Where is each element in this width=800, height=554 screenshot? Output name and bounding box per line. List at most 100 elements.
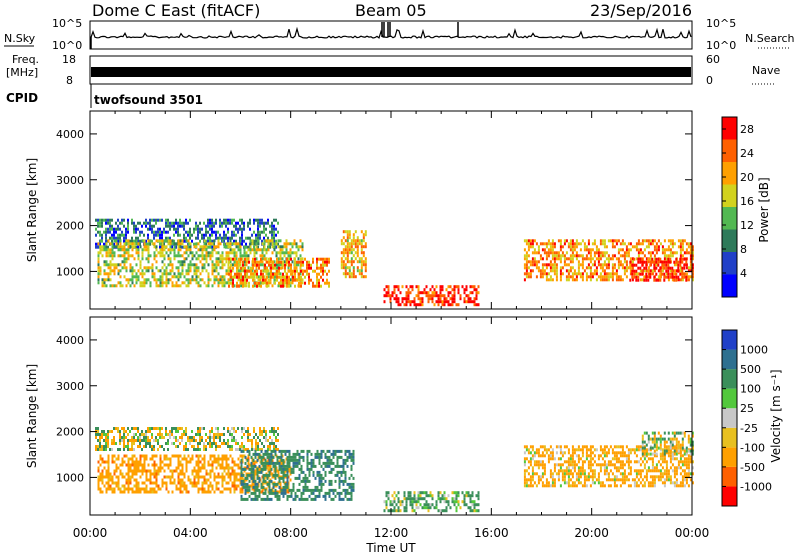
heatmap-cell xyxy=(567,457,570,461)
heatmap-cell xyxy=(177,457,180,461)
heatmap-cell xyxy=(248,473,251,477)
heatmap-cell xyxy=(189,269,192,273)
heatmap-cell xyxy=(201,490,204,494)
heatmap-cell xyxy=(171,433,173,436)
heatmap-cell xyxy=(107,251,110,255)
heatmap-cell xyxy=(645,272,648,276)
heatmap-cell xyxy=(183,239,185,243)
heatmap-cell xyxy=(587,248,590,252)
heatmap-cell xyxy=(659,269,662,273)
heatmap-cell xyxy=(581,257,584,261)
heatmap-cell xyxy=(631,245,634,249)
heatmap-cell xyxy=(294,458,297,462)
heatmap-cell xyxy=(605,266,608,270)
heatmap-cell xyxy=(362,251,365,255)
heatmap-cell xyxy=(151,218,153,222)
heatmap-cell xyxy=(215,457,218,461)
heatmap-cell xyxy=(97,224,99,228)
heatmap-cell xyxy=(322,461,325,465)
heatmap-cell xyxy=(277,245,280,249)
heatmap-cell xyxy=(131,475,134,479)
heatmap-cell xyxy=(553,463,556,467)
heatmap-cell xyxy=(250,275,252,279)
heatmap-cell xyxy=(199,254,202,258)
heatmap-cell xyxy=(227,251,230,255)
heatmap-cell xyxy=(579,263,582,267)
heatmap-cell xyxy=(423,506,426,510)
heatmap-cell xyxy=(301,245,304,249)
heatmap-cell xyxy=(270,266,272,270)
heatmap-cell xyxy=(260,284,262,288)
heatmap-cell xyxy=(354,230,357,234)
heatmap-cell xyxy=(306,461,309,465)
heatmap-cell xyxy=(177,478,180,482)
heatmap-cell xyxy=(253,284,256,288)
heatmap-cell xyxy=(157,472,160,476)
heatmap-cell xyxy=(667,266,670,270)
heatmap-cell xyxy=(356,242,359,246)
heatmap-cell xyxy=(330,482,333,486)
heatmap-cell xyxy=(225,487,228,491)
heatmap-cell xyxy=(189,436,191,439)
heatmap-cell xyxy=(219,233,221,237)
heatmap-cell xyxy=(571,260,574,264)
heatmap-cell xyxy=(559,266,562,270)
heatmap-cell xyxy=(137,275,140,279)
heatmap-cell xyxy=(330,461,333,465)
heatmap-cell xyxy=(247,245,249,249)
heatmap-cell xyxy=(203,490,206,494)
heatmap-cell xyxy=(527,272,530,276)
heatmap-cell xyxy=(673,278,676,282)
heatmap-cell xyxy=(595,248,598,252)
heatmap-cell xyxy=(115,266,118,270)
heatmap-cell xyxy=(167,281,170,285)
heatmap-cell xyxy=(252,260,254,264)
heatmap-cell xyxy=(161,427,163,430)
heatmap-cell xyxy=(403,509,406,513)
heatmap-cell xyxy=(344,245,347,249)
heatmap-cell xyxy=(573,448,576,452)
heatmap-cell xyxy=(427,506,430,510)
heatmap-cell xyxy=(667,275,670,279)
heatmap-cell xyxy=(437,491,440,495)
heatmap-cell xyxy=(101,457,104,461)
heatmap-cell xyxy=(251,448,253,451)
heatmap-cell xyxy=(283,251,286,255)
heatmap-cell xyxy=(161,460,164,464)
heatmap-cell xyxy=(137,430,139,433)
heatmap-cell xyxy=(259,233,261,237)
heatmap-cell xyxy=(99,487,102,491)
heatmap-cell xyxy=(523,254,526,258)
heatmap-cell xyxy=(113,439,115,442)
heatmap-cell xyxy=(149,457,152,461)
heatmap-cell xyxy=(256,467,259,471)
heatmap-cell xyxy=(453,291,456,295)
heatmap-cell xyxy=(231,448,233,451)
heatmap-cell xyxy=(199,454,202,458)
heatmap-cell xyxy=(587,263,590,267)
heatmap-cell xyxy=(447,303,450,307)
heatmap-cell xyxy=(159,460,162,464)
heatmap-cell xyxy=(288,449,291,453)
heatmap-cell xyxy=(253,275,256,279)
heatmap-cell xyxy=(575,278,578,282)
heatmap-cell xyxy=(103,248,106,252)
heatmap-cell xyxy=(391,291,394,295)
heatmap-cell xyxy=(117,475,120,479)
heatmap-cell xyxy=(240,470,243,474)
heatmap-cell xyxy=(565,239,568,243)
heatmap-cell xyxy=(145,487,148,491)
heatmap-cell xyxy=(137,269,140,273)
heatmap-cell xyxy=(113,266,116,270)
heatmap-cell xyxy=(239,224,241,228)
heatmap-cell xyxy=(441,294,444,298)
heatmap-cell xyxy=(661,260,664,264)
heatmap-cell xyxy=(647,266,650,270)
heatmap-cell xyxy=(306,476,309,480)
heatmap-cell xyxy=(229,487,232,491)
heatmap-cell xyxy=(543,469,546,473)
heatmap-cell xyxy=(643,266,646,270)
heatmap-cell xyxy=(257,230,259,234)
heatmap-cell xyxy=(187,284,190,288)
heatmap-cell xyxy=(169,463,172,467)
